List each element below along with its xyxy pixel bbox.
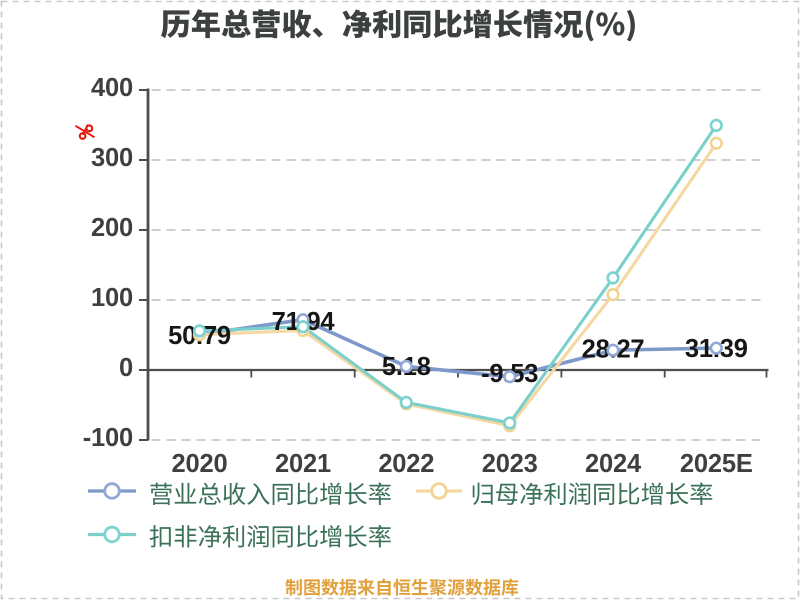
- svg-text:400: 400: [91, 74, 133, 102]
- svg-text:2024: 2024: [585, 450, 642, 478]
- svg-text:2020: 2020: [172, 450, 228, 478]
- svg-text:200: 200: [91, 214, 133, 242]
- svg-text:2022: 2022: [378, 450, 434, 478]
- svg-text:300: 300: [91, 144, 133, 172]
- svg-text:2021: 2021: [275, 450, 331, 478]
- svg-text:2025E: 2025E: [680, 450, 753, 478]
- svg-text:-100: -100: [83, 424, 133, 452]
- svg-text:2023: 2023: [482, 450, 538, 478]
- svg-text:0: 0: [119, 354, 133, 382]
- svg-text:100: 100: [91, 284, 133, 312]
